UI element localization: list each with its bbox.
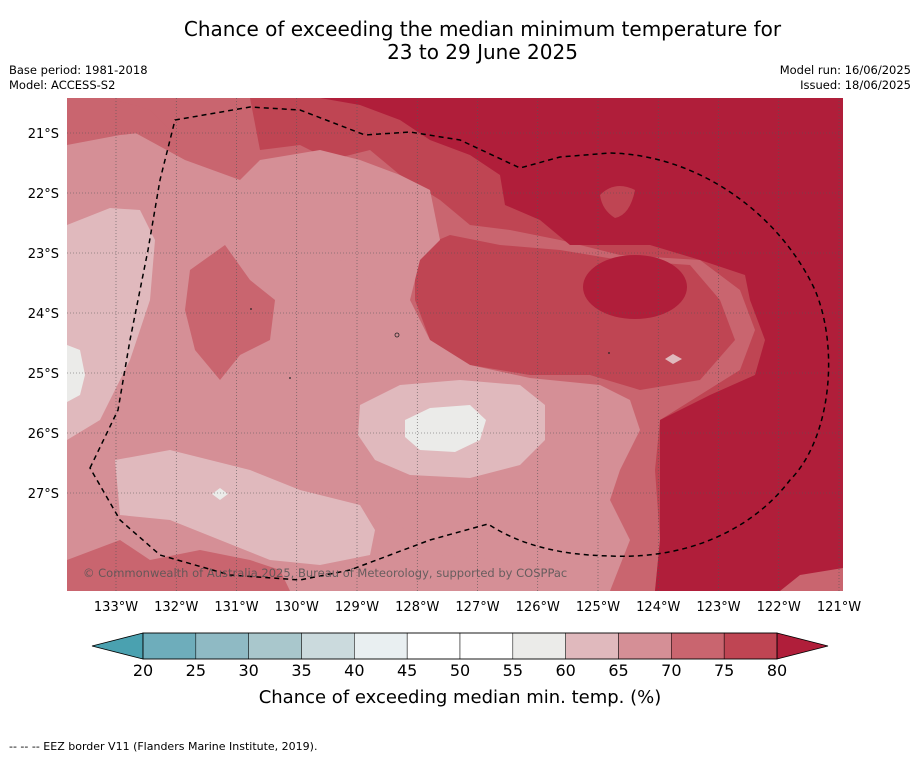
- band-70-75-nw: [67, 98, 170, 145]
- meta-left: Base period: 1981-2018 Model: ACCESS-S2: [9, 63, 148, 93]
- lat-label: 24°S: [28, 307, 59, 322]
- colorbar-tick-label: 30: [238, 661, 258, 680]
- lat-label: 27°S: [28, 487, 59, 502]
- island-marker: [394, 332, 400, 338]
- latitude-labels: 21°S 22°S 23°S 24°S 25°S 26°S 27°S: [28, 127, 59, 502]
- lon-label: 130°W: [275, 600, 319, 615]
- colorbar-frame: [142, 632, 778, 660]
- band-60-65-islet: [665, 354, 682, 364]
- graticule: [67, 98, 843, 591]
- eez-footnote: -- -- -- EEZ border V11 (Flanders Marine…: [9, 740, 318, 753]
- lon-label: 126°W: [516, 600, 560, 615]
- base-period: Base period: 1981-2018: [9, 63, 148, 77]
- lon-label: 122°W: [757, 600, 801, 615]
- colorbar-cell: [618, 632, 672, 660]
- lat-label: 23°S: [28, 247, 59, 262]
- colorbar-cell: [671, 632, 725, 660]
- lon-label: 127°W: [455, 600, 499, 615]
- eez-border: [89, 106, 830, 581]
- band-75-80-islet: [600, 186, 635, 218]
- lon-label: 125°W: [576, 600, 620, 615]
- band-70-75-w: [185, 245, 275, 380]
- lon-label: 128°W: [395, 600, 439, 615]
- title-line-1: Chance of exceeding the median minimum t…: [183, 17, 782, 41]
- copyright-text: © Commonwealth of Australia 2025, Bureau…: [83, 566, 567, 580]
- colorbar-tick-label: 65: [608, 661, 628, 680]
- colorbar-tick-label: 80: [767, 661, 787, 680]
- island-marker: [608, 352, 610, 354]
- colorbar-label: Chance of exceeding median min. temp. (%…: [259, 687, 662, 708]
- colorbar-tick-label: 50: [450, 661, 470, 680]
- longitude-labels: 133°W 132°W 131°W 130°W 129°W 128°W 127°W 126°W…: [94, 600, 861, 615]
- colorbar-tick-label: 75: [714, 661, 734, 680]
- colorbar-tick-label: 35: [291, 661, 311, 680]
- colorbar-cell: [354, 632, 408, 660]
- lat-label: 26°S: [28, 427, 59, 442]
- colorbar-tick-label: 25: [186, 661, 206, 680]
- band-55-60-center: [405, 405, 486, 452]
- probability-field: [67, 98, 843, 591]
- colorbar-tick-label: 55: [503, 661, 523, 680]
- colorbar: 20 25 30 35 40 45 50 55 60 65 70 75 80 Chance of exc…: [91, 632, 829, 708]
- lon-label: 123°W: [696, 600, 740, 615]
- lat-label: 22°S: [28, 187, 59, 202]
- meta-right: Model run: 16/06/2025 Issued: 18/06/2025: [780, 63, 911, 93]
- model-run: Model run: 16/06/2025: [779, 63, 911, 77]
- chart-title: Chance of exceeding the median minimum t…: [0, 18, 919, 64]
- colorbar-cell: [512, 632, 566, 660]
- island-marker: [289, 377, 291, 379]
- colorbar-high-arrow: [776, 632, 829, 660]
- lon-label: 133°W: [94, 600, 138, 615]
- band-60-65-sw: [115, 450, 375, 565]
- lat-label: 25°S: [28, 367, 59, 382]
- colorbar-cell: [565, 632, 619, 660]
- colorbar-cell: [406, 632, 461, 660]
- lon-label: 132°W: [154, 600, 198, 615]
- colorbar-cell: [195, 632, 249, 660]
- colorbar-tick-label: 45: [397, 661, 417, 680]
- colorbar-low-arrow: [91, 632, 144, 660]
- band-80-plus: [320, 98, 843, 591]
- band-70-75-sw: [67, 540, 290, 591]
- lon-label: 131°W: [214, 600, 258, 615]
- issued-date: Issued: 18/06/2025: [800, 78, 911, 92]
- band-55-60-west: [67, 345, 85, 402]
- lon-label: 129°W: [335, 600, 379, 615]
- band-65-70-center: [293, 258, 390, 340]
- title-line-2: 23 to 29 June 2025: [387, 40, 578, 64]
- island-marker: [250, 308, 252, 310]
- lon-label: 124°W: [636, 600, 680, 615]
- band-60-65-west: [67, 208, 155, 440]
- colorbar-tick-label: 40: [344, 661, 364, 680]
- band-55-60-islet: [212, 488, 228, 500]
- band-70-75-se: [780, 568, 843, 591]
- band-80-plus-core: [583, 255, 687, 319]
- colorbar-cell: [142, 632, 197, 660]
- colorbar-tick-label: 70: [661, 661, 681, 680]
- colorbar-cell: [459, 632, 514, 660]
- lon-label: 121°W: [817, 600, 861, 615]
- colorbar-tick-label: 20: [133, 661, 153, 680]
- colorbar-cell: [301, 632, 355, 660]
- colorbar-cell: [248, 632, 302, 660]
- model-name: Model: ACCESS-S2: [9, 78, 116, 92]
- colorbar-tick-label: 60: [555, 661, 575, 680]
- lat-label: 21°S: [28, 127, 59, 142]
- colorbar-cell: [723, 632, 778, 660]
